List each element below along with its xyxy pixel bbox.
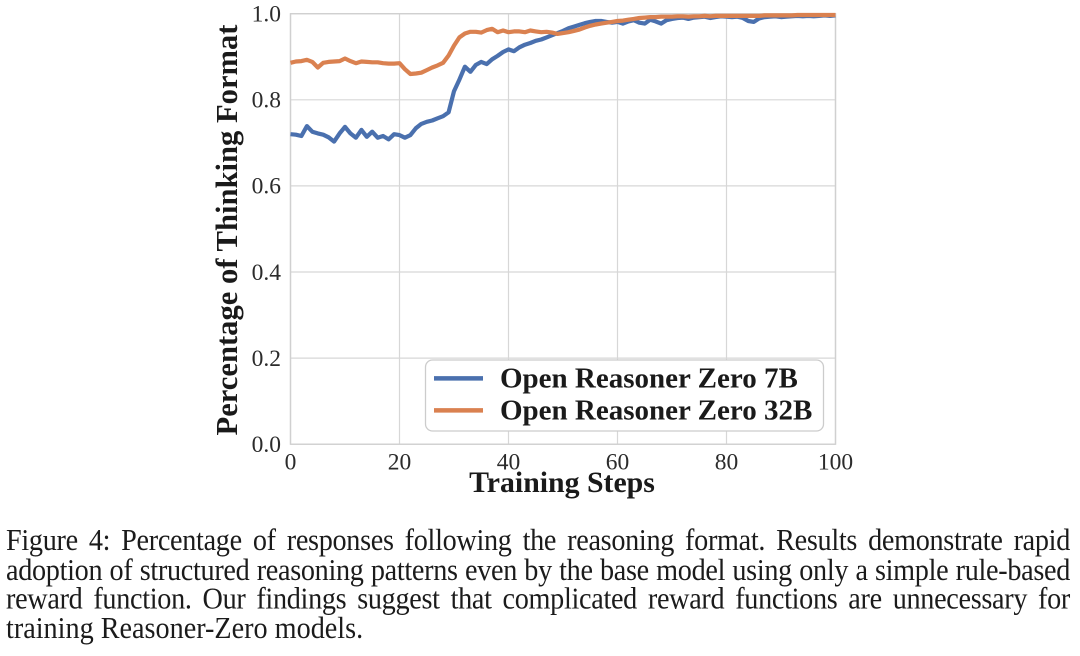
svg-text:1.0: 1.0 bbox=[252, 2, 281, 28]
svg-text:Percentage of Thinking Format: Percentage of Thinking Format bbox=[210, 24, 244, 436]
svg-text:0.8: 0.8 bbox=[252, 88, 281, 114]
svg-text:0.6: 0.6 bbox=[252, 174, 282, 200]
svg-text:60: 60 bbox=[606, 450, 630, 476]
svg-text:40: 40 bbox=[497, 450, 521, 476]
svg-text:Open Reasoner Zero 32B: Open Reasoner Zero 32B bbox=[500, 395, 812, 427]
svg-text:0: 0 bbox=[285, 450, 297, 476]
svg-text:100: 100 bbox=[818, 450, 853, 476]
svg-text:Open Reasoner Zero 7B: Open Reasoner Zero 7B bbox=[500, 363, 798, 395]
svg-text:20: 20 bbox=[388, 450, 412, 476]
svg-text:0.0: 0.0 bbox=[252, 432, 281, 458]
svg-text:0.4: 0.4 bbox=[252, 260, 282, 286]
svg-text:Training Steps: Training Steps bbox=[469, 466, 655, 499]
svg-text:0.2: 0.2 bbox=[252, 346, 281, 372]
svg-text:80: 80 bbox=[715, 450, 739, 476]
